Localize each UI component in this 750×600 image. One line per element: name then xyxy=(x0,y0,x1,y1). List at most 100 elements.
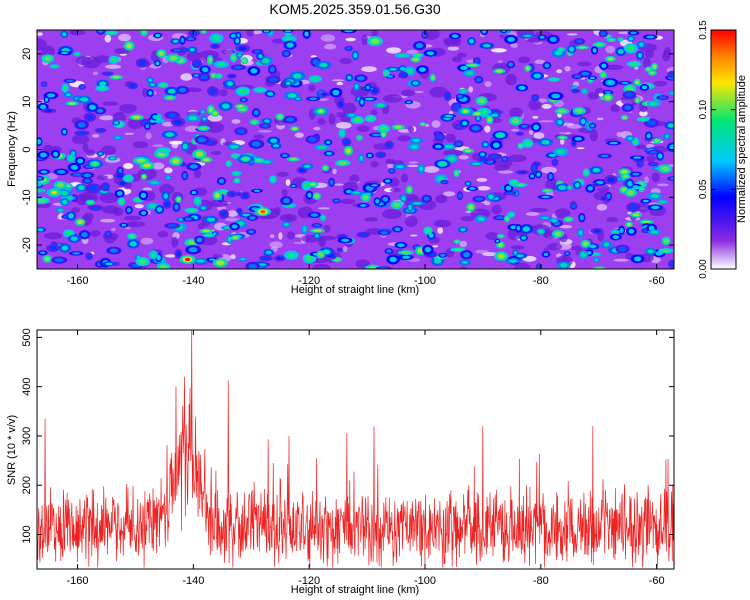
spectrogram-cell xyxy=(362,195,369,200)
spectrogram-cell xyxy=(578,46,586,49)
spectrogram-cell xyxy=(344,30,353,33)
spectrogram-cell xyxy=(60,191,69,196)
spectrogram-cell xyxy=(176,197,181,202)
spectrogram-cell xyxy=(453,104,460,110)
spectrogram-cell xyxy=(356,125,370,132)
spectrogram-gap xyxy=(541,166,557,174)
spectrogram-cell xyxy=(551,93,560,99)
spectrogram-cell xyxy=(129,241,137,247)
spectrogram-cell xyxy=(578,230,583,236)
spectrogram-cell xyxy=(195,151,204,157)
spectrogram-cell xyxy=(332,89,340,96)
spectrogram-gap xyxy=(294,132,304,138)
x-tick-label: -60 xyxy=(649,575,665,587)
spectrogram-cell xyxy=(304,31,310,37)
spectrogram-cell xyxy=(592,167,600,173)
spectrogram-cell xyxy=(401,89,415,97)
spectrogram-gap xyxy=(123,163,134,169)
spectrogram-cell xyxy=(622,116,627,119)
spectrogram-cell xyxy=(155,33,161,38)
spectrogram-cell xyxy=(197,222,205,230)
spectrogram-cell xyxy=(477,216,485,221)
spectrogram-cell xyxy=(414,53,421,57)
spectrogram-cell xyxy=(649,71,655,75)
spectrogram-cell xyxy=(470,208,491,219)
spectrogram-cell xyxy=(88,185,98,191)
spectrogram-cell xyxy=(341,238,350,242)
spectrogram-cell xyxy=(318,252,324,257)
spectrogram-cell xyxy=(212,44,218,48)
spectrogram-gap xyxy=(171,141,179,149)
spectrogram-cell xyxy=(417,248,424,254)
spectrogram-cell xyxy=(37,177,43,180)
spectrogram-cell xyxy=(424,246,431,253)
spectrogram-cell xyxy=(389,68,397,71)
spectrogram-cell xyxy=(442,180,447,184)
spectrogram-cell xyxy=(359,204,367,207)
spectrogram-cell xyxy=(75,52,80,56)
spectrogram-cell xyxy=(440,253,446,257)
spectrogram-cell xyxy=(71,207,81,213)
spectrogram-gap xyxy=(491,48,507,53)
spectrogram-cell xyxy=(102,184,108,190)
spectrogram-cell xyxy=(283,51,289,56)
spectrogram-cell xyxy=(353,117,362,123)
spectrogram-gap xyxy=(104,34,112,43)
spectrogram-gap xyxy=(231,119,241,124)
spectrogram-cell xyxy=(89,104,96,110)
spectrogram-cell xyxy=(86,114,94,120)
spectrogram-cell xyxy=(521,236,527,240)
spectrogram-cell xyxy=(601,197,606,200)
spectrogram-cell xyxy=(221,49,235,55)
spectrogram-cell xyxy=(635,80,640,85)
spectrogram-cell xyxy=(303,164,311,168)
spectrogram-cell xyxy=(212,35,221,41)
spectrogram-cell xyxy=(282,154,288,158)
spectrogram-cell xyxy=(312,263,331,269)
spectrogram-cell xyxy=(581,71,590,76)
spectrogram-cell xyxy=(652,64,657,69)
spectrogram-cell xyxy=(366,85,370,90)
spectrogram-cell xyxy=(498,242,503,247)
spectrogram-cell xyxy=(191,190,197,195)
spectrogram-cell xyxy=(159,184,175,195)
spectrogram-cell xyxy=(577,61,592,67)
spectrogram-cell xyxy=(82,143,89,153)
spectrogram-cell xyxy=(474,58,479,64)
snr-frame xyxy=(36,329,675,570)
spectrogram-cell xyxy=(57,208,63,212)
spectrogram-cell xyxy=(167,113,177,118)
spectrogram-cell xyxy=(565,252,569,255)
spectrogram-cell xyxy=(203,158,210,162)
spectrogram-cell xyxy=(445,93,450,99)
spectrogram-cell xyxy=(368,266,377,269)
spectrogram-cell xyxy=(242,213,251,217)
spectrogram-hotspot xyxy=(462,109,469,113)
spectrogram-cell xyxy=(44,232,63,240)
spectrogram-cell xyxy=(193,74,199,77)
spectrogram-cell xyxy=(53,151,59,157)
spectrogram-cell xyxy=(353,52,358,58)
spectrogram-gap xyxy=(482,252,497,257)
spectrogram-cell xyxy=(571,204,576,209)
spectrogram-cell xyxy=(189,47,195,52)
spectrogram-cell xyxy=(238,46,247,51)
spectrogram-cell xyxy=(342,102,357,115)
spectrogram-gap xyxy=(564,66,571,72)
spectrogram-cell xyxy=(593,229,601,233)
spectrogram-cell xyxy=(206,217,216,222)
colorbar-gradient xyxy=(711,30,736,269)
spectrogram-cell xyxy=(56,182,65,188)
spectrogram-cell xyxy=(491,154,499,159)
spectrogram-cell xyxy=(273,144,280,148)
spectrogram-gap xyxy=(431,120,441,128)
spectrogram-cell xyxy=(434,258,442,264)
spectrogram-cell xyxy=(261,58,270,64)
spectrogram-cell xyxy=(112,207,124,216)
spectrogram-cell xyxy=(328,113,336,125)
spectrogram-cell xyxy=(233,171,240,175)
spectrogram-cell xyxy=(249,216,256,220)
spectrogram-cell xyxy=(158,51,165,56)
